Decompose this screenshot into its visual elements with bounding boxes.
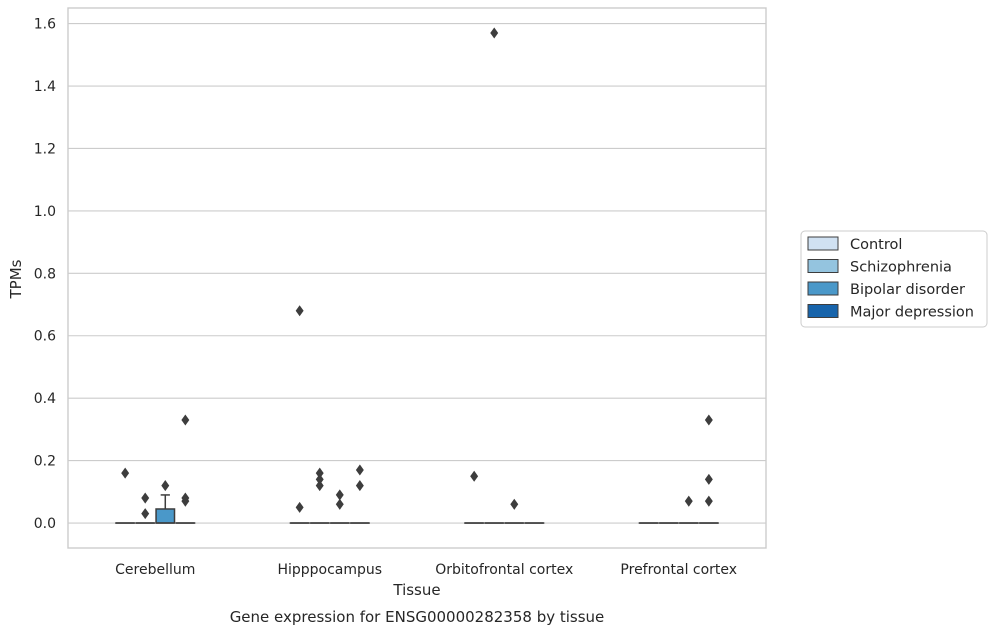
box-bipolar-disorder [504,498,525,524]
outlier-point [141,508,150,520]
outlier-point [704,414,713,426]
outlier-point [355,464,364,476]
box-major-depression [349,464,370,524]
legend-label: Schizophrenia [850,260,952,276]
outlier-point [490,27,499,39]
legend-swatch [807,304,839,318]
legend-label: Control [850,237,902,253]
outlier-point [315,480,324,492]
outlier-point [470,470,479,482]
outlier-point [315,473,324,485]
box-plot-marks [115,27,719,524]
outlier-point [704,495,713,507]
y-tick-label: 1.6 [34,17,56,33]
x-tick-label: Prefrontal cortex [620,562,737,578]
outlier-point [704,473,713,485]
outlier-point [181,492,190,504]
outlier-point [161,480,170,492]
outlier-point [295,501,304,513]
outlier-point [335,489,344,501]
y-tick-label: 1.4 [34,79,56,95]
legend: Control Schizophrenia Bipolar disorder Majo… [800,230,988,328]
legend-label: Major depression [850,305,974,321]
legend-label: Bipolar disorder [850,282,965,298]
outlier-point [315,467,324,479]
outlier-point [684,495,693,507]
x-tick-label: Orbitofrontal cortex [435,562,573,578]
legend-swatch [807,259,839,273]
box-body [155,508,176,524]
box-bipolar-disorder [155,480,176,524]
box-major-depression [698,414,719,524]
plot-frame [67,7,767,549]
box-schizophrenia [135,492,156,524]
x-axis-label: Tissue [392,581,440,599]
x-tick-label: Cerebellum [115,562,195,578]
x-tick-labels: Cerebellum Hipppocampus Orbitofrontal cort… [115,562,737,578]
box-control [289,305,310,524]
outlier-point [181,414,190,426]
y-tick-label: 0.6 [34,329,56,345]
grid-lines [68,23,766,524]
chart-title: Gene expression for ENSG00000282358 by t… [230,608,605,626]
outlier-point [335,498,344,510]
y-tick-labels: 0.0 0.2 0.4 0.6 0.8 1.0 1.2 1.4 1.6 [34,17,56,532]
y-tick-label: 0.8 [34,266,56,282]
outlier-point [295,305,304,317]
outlier-point [141,492,150,504]
y-tick-label: 1.0 [34,204,56,220]
y-tick-label: 0.2 [34,454,56,470]
outlier-point [355,480,364,492]
legend-swatch [807,236,839,251]
box-major-depression [175,414,196,524]
box-control [115,467,136,524]
box-bipolar-disorder [329,489,350,524]
box-schizophrenia [484,27,505,524]
y-tick-label: 0.0 [34,516,56,532]
y-axis-label: TPMs [7,259,25,299]
box-bipolar-disorder [678,495,699,524]
box-schizophrenia [309,467,330,524]
outlier-point [121,467,130,479]
legend-swatch [807,281,839,296]
y-tick-label: 0.4 [34,391,56,407]
x-tick-label: Hipppocampus [277,562,382,578]
y-tick-label: 1.2 [34,141,56,157]
box-control [464,470,485,524]
outlier-point [510,498,519,510]
legend-frame [800,230,988,328]
